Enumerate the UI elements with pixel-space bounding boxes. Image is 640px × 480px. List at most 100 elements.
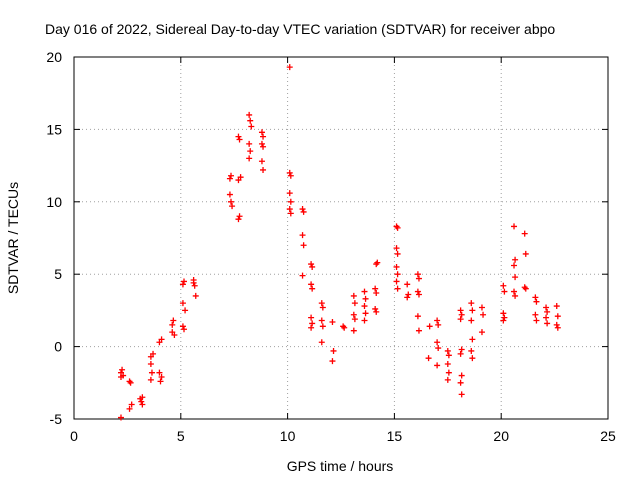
- y-tick-label: 0: [54, 339, 62, 355]
- data-point: [340, 323, 347, 330]
- data-point: [127, 379, 134, 386]
- y-tick-label: -5: [50, 411, 63, 427]
- data-point: [458, 391, 465, 398]
- data-point: [260, 166, 267, 173]
- data-point: [181, 278, 188, 285]
- data-point: [309, 285, 316, 292]
- data-point: [148, 369, 155, 376]
- data-point: [394, 224, 401, 231]
- data-point: [414, 271, 421, 278]
- data-point: [362, 310, 369, 317]
- data-point: [468, 347, 475, 354]
- data-point: [171, 332, 178, 339]
- data-point: [469, 355, 476, 362]
- data-point: [478, 329, 485, 336]
- data-point: [414, 313, 421, 320]
- data-point: [227, 172, 234, 179]
- data-point: [372, 285, 379, 292]
- data-point: [150, 350, 157, 357]
- data-point: [119, 366, 126, 373]
- data-point: [373, 290, 380, 297]
- data-point: [157, 378, 164, 385]
- y-tick-label: 20: [46, 49, 62, 65]
- data-point: [330, 347, 337, 354]
- data-point: [522, 285, 529, 292]
- data-point: [341, 324, 348, 331]
- data-point: [434, 362, 441, 369]
- data-point: [147, 376, 154, 383]
- data-point: [522, 250, 529, 257]
- data-point: [544, 308, 551, 315]
- data-point: [147, 360, 154, 367]
- data-point: [394, 250, 401, 257]
- data-point: [287, 172, 294, 179]
- data-point: [543, 304, 550, 311]
- data-point: [511, 223, 518, 230]
- data-point: [426, 323, 433, 330]
- data-points: [117, 64, 561, 421]
- data-point: [299, 232, 306, 239]
- data-point: [372, 305, 379, 312]
- data-point: [309, 263, 316, 270]
- data-point: [260, 143, 267, 150]
- data-point: [373, 308, 380, 315]
- data-point: [258, 140, 265, 147]
- data-point: [468, 300, 475, 307]
- data-point: [191, 282, 198, 289]
- data-point: [374, 259, 381, 266]
- data-point: [434, 339, 441, 346]
- data-point: [553, 321, 560, 328]
- data-point: [351, 316, 358, 323]
- data-point: [190, 276, 197, 283]
- data-point: [138, 398, 145, 405]
- data-point: [415, 275, 422, 282]
- data-point: [435, 321, 442, 328]
- data-point: [126, 378, 133, 385]
- data-point: [458, 311, 465, 318]
- data-point: [361, 288, 368, 295]
- data-point: [139, 394, 146, 401]
- data-point: [434, 317, 441, 324]
- data-point: [226, 191, 233, 198]
- data-point: [501, 314, 508, 321]
- data-point: [308, 281, 315, 288]
- x-tick-label: 0: [70, 428, 78, 444]
- data-point: [544, 320, 551, 327]
- data-point: [308, 324, 315, 331]
- data-point: [181, 326, 188, 333]
- data-point: [554, 324, 561, 331]
- data-point: [457, 307, 464, 314]
- data-point: [425, 355, 432, 362]
- data-point: [229, 203, 236, 210]
- data-point: [445, 369, 452, 376]
- data-point: [457, 316, 464, 323]
- data-point: [393, 245, 400, 252]
- data-point: [512, 274, 519, 281]
- data-point: [469, 307, 476, 314]
- data-point: [521, 230, 528, 237]
- data-point: [258, 158, 265, 165]
- data-point: [468, 317, 475, 324]
- data-point: [373, 261, 380, 268]
- axis-ticks: 0 5 10 15 20 25 -5 0 5 10 15 20: [46, 49, 616, 444]
- data-point: [393, 263, 400, 270]
- data-point: [444, 347, 451, 354]
- data-point: [300, 208, 307, 215]
- data-point: [169, 321, 176, 328]
- data-point: [236, 213, 243, 220]
- y-tick-label: 15: [46, 121, 62, 137]
- data-point: [361, 303, 368, 310]
- y-tick-label: 5: [54, 266, 62, 282]
- data-point: [457, 379, 464, 386]
- data-point: [117, 414, 124, 421]
- data-point: [286, 64, 293, 71]
- data-point: [318, 300, 325, 307]
- data-point: [260, 133, 267, 140]
- data-point: [318, 339, 325, 346]
- data-point: [309, 320, 316, 327]
- data-point: [247, 148, 254, 155]
- data-point: [350, 292, 357, 299]
- data-point: [308, 314, 315, 321]
- data-point: [478, 304, 485, 311]
- data-point: [394, 271, 401, 278]
